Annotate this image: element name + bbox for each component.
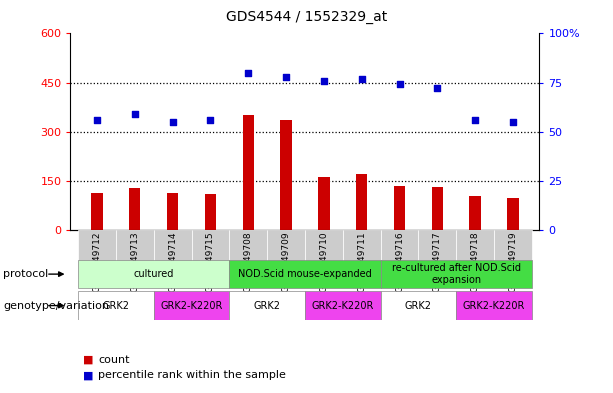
Point — [130, 111, 140, 117]
Text: GRK2: GRK2 — [405, 301, 432, 310]
Text: GRK2-K220R: GRK2-K220R — [463, 301, 525, 310]
Text: ■: ■ — [83, 354, 93, 365]
Bar — [456, 230, 494, 279]
Point — [470, 117, 480, 123]
Point — [205, 117, 215, 123]
Bar — [205, 194, 216, 230]
Bar — [432, 187, 443, 230]
Bar — [381, 260, 532, 288]
Text: GSM1049708: GSM1049708 — [244, 231, 253, 292]
Text: GSM1049715: GSM1049715 — [206, 231, 215, 292]
Text: GSM1049719: GSM1049719 — [508, 231, 517, 292]
Point — [92, 117, 102, 123]
Bar — [191, 230, 229, 279]
Bar — [91, 193, 102, 230]
Text: NOD.Scid mouse-expanded: NOD.Scid mouse-expanded — [238, 269, 372, 279]
Text: GSM1049713: GSM1049713 — [131, 231, 139, 292]
Text: GRK2: GRK2 — [102, 301, 129, 310]
Point — [395, 81, 405, 88]
Text: cultured: cultured — [134, 269, 174, 279]
Point — [432, 85, 442, 92]
Bar — [343, 230, 381, 279]
Text: GSM1049710: GSM1049710 — [319, 231, 329, 292]
Text: re-cultured after NOD.Scid
expansion: re-cultured after NOD.Scid expansion — [392, 263, 520, 285]
Bar — [305, 292, 381, 320]
Text: ■: ■ — [83, 370, 93, 380]
Point — [168, 119, 178, 125]
Point — [243, 70, 253, 76]
Bar — [129, 188, 140, 230]
Point — [357, 75, 367, 82]
Text: GSM1049714: GSM1049714 — [168, 231, 177, 292]
Bar — [78, 260, 229, 288]
Text: GSM1049716: GSM1049716 — [395, 231, 404, 292]
Bar — [470, 195, 481, 230]
Bar — [243, 115, 254, 230]
Bar — [229, 230, 267, 279]
Bar — [456, 292, 532, 320]
Text: protocol: protocol — [3, 269, 48, 279]
Bar — [78, 230, 116, 279]
Bar — [167, 193, 178, 230]
Bar — [381, 292, 456, 320]
Bar — [116, 230, 154, 279]
Bar — [280, 120, 292, 230]
Text: count: count — [98, 354, 129, 365]
Point — [508, 119, 518, 125]
Bar — [154, 292, 229, 320]
Bar — [305, 230, 343, 279]
Text: GSM1049709: GSM1049709 — [281, 231, 291, 292]
Text: percentile rank within the sample: percentile rank within the sample — [98, 370, 286, 380]
Bar — [318, 177, 330, 230]
Text: GRK2: GRK2 — [254, 301, 281, 310]
Bar — [394, 185, 405, 230]
Bar — [229, 260, 381, 288]
Bar — [381, 230, 419, 279]
Bar — [419, 230, 456, 279]
Text: GSM1049718: GSM1049718 — [471, 231, 479, 292]
Text: genotype/variation: genotype/variation — [3, 301, 109, 310]
Bar — [267, 230, 305, 279]
Text: GRK2-K220R: GRK2-K220R — [311, 301, 374, 310]
Bar — [229, 292, 305, 320]
Bar — [494, 230, 532, 279]
Bar — [78, 292, 154, 320]
Text: GDS4544 / 1552329_at: GDS4544 / 1552329_at — [226, 10, 387, 24]
Bar — [508, 198, 519, 230]
Text: GSM1049711: GSM1049711 — [357, 231, 366, 292]
Bar — [154, 230, 191, 279]
Text: GSM1049717: GSM1049717 — [433, 231, 442, 292]
Point — [319, 77, 329, 84]
Point — [281, 73, 291, 80]
Bar — [356, 174, 367, 230]
Text: GRK2-K220R: GRK2-K220R — [161, 301, 223, 310]
Text: GSM1049712: GSM1049712 — [93, 231, 102, 292]
